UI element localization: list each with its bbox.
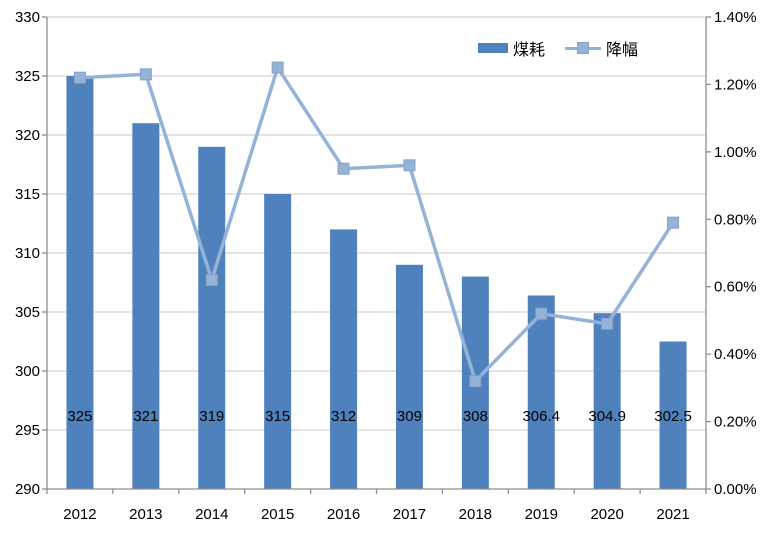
chart-legend: 煤耗 降幅 [478, 36, 638, 60]
line-marker-2020 [601, 317, 614, 330]
left-axis-tick-label: 300 [15, 363, 40, 380]
left-axis-tick-label: 325 [15, 68, 40, 85]
bar-label-2017: 309 [397, 408, 422, 425]
bar-2020 [593, 313, 621, 489]
x-axis-label-2021: 2021 [656, 506, 689, 523]
legend-item-coal: 煤耗 [478, 36, 545, 60]
bar-2016 [330, 229, 358, 489]
bar-label-2012: 325 [67, 408, 92, 425]
bar-2013 [132, 123, 160, 489]
bar-2019 [527, 295, 555, 489]
bar-label-2019: 306.4 [522, 408, 560, 425]
left-axis-tick-label: 310 [15, 245, 40, 262]
bar-label-2015: 315 [265, 408, 290, 425]
x-axis-label-2016: 2016 [327, 506, 360, 523]
right-axis-tick-label: 0.60% [714, 279, 757, 296]
line-marker-2015 [271, 61, 284, 74]
bar-label-2018: 308 [463, 408, 488, 425]
x-axis-label-2013: 2013 [129, 506, 162, 523]
right-axis-tick-label: 1.20% [714, 76, 757, 93]
x-axis-label-2020: 2020 [590, 506, 623, 523]
bar-2017 [395, 264, 423, 489]
bar-2014 [198, 146, 226, 490]
line-marker-2021 [667, 216, 680, 229]
left-axis-tick-label: 330 [15, 9, 40, 26]
x-axis-label-2015: 2015 [261, 506, 294, 523]
bar-series-swatch-icon [478, 43, 508, 53]
right-axis-tick-label: 1.00% [714, 144, 757, 161]
legend-label-decline: 降幅 [606, 42, 639, 59]
bar-2015 [264, 194, 292, 489]
bar-label-2016: 312 [331, 408, 356, 425]
line-marker-2014 [205, 273, 218, 286]
right-axis-tick-label: 0.00% [714, 481, 757, 498]
left-axis-tick-label: 320 [15, 127, 40, 144]
right-axis-tick-label: 0.20% [714, 414, 757, 431]
right-axis-tick-label: 0.40% [714, 346, 757, 363]
x-axis-label-2019: 2019 [525, 506, 558, 523]
right-axis-tick-label: 0.80% [714, 211, 757, 228]
left-axis-tick-label: 295 [15, 422, 40, 439]
x-axis-label-2014: 2014 [195, 506, 228, 523]
bar-label-2014: 319 [199, 408, 224, 425]
x-axis-label-2017: 2017 [393, 506, 426, 523]
line-marker-2019 [535, 307, 548, 320]
bar-label-2020: 304.9 [588, 408, 626, 425]
left-axis-tick-label: 315 [15, 186, 40, 203]
line-marker-2017 [403, 159, 416, 172]
line-marker-2018 [469, 375, 482, 388]
right-axis-tick-label: 1.40% [714, 9, 757, 26]
x-axis-label-2018: 2018 [459, 506, 492, 523]
left-axis-tick-label: 290 [15, 481, 40, 498]
left-axis-tick-label: 305 [15, 304, 40, 321]
decline-line [79, 63, 675, 385]
x-axis-label-2012: 2012 [63, 506, 96, 523]
legend-label-coal: 煤耗 [513, 42, 546, 59]
bar-2021 [659, 341, 687, 489]
bar-label-2013: 321 [133, 408, 158, 425]
legend-item-decline: 降幅 [565, 36, 638, 60]
bar-2012 [66, 76, 94, 489]
line-series-swatch-icon [565, 42, 602, 54]
line-marker-2016 [337, 162, 350, 175]
line-marker-2012 [73, 71, 86, 84]
bar-label-2021: 302.5 [654, 408, 692, 425]
line-marker-2013 [139, 68, 152, 81]
